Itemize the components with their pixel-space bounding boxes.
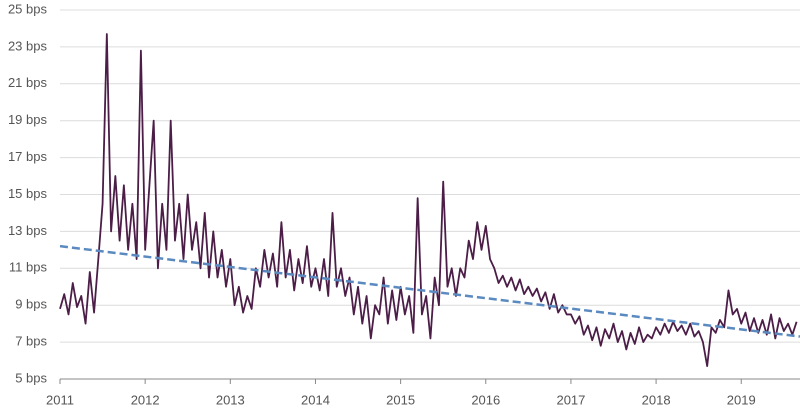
y-tick-label: 21 bps [8,75,48,90]
x-tick-label: 2019 [727,392,756,407]
y-tick-label: 15 bps [8,186,48,201]
y-tick-label: 9 bps [15,297,47,312]
y-tick-label: 17 bps [8,149,48,164]
y-tick-label: 13 bps [8,223,48,238]
x-tick-label: 2017 [556,392,585,407]
y-tick-label: 7 bps [15,334,47,349]
x-tick-label: 2015 [386,392,415,407]
x-tick-label: 2018 [642,392,671,407]
x-tick-label: 2013 [216,392,245,407]
y-tick-label: 11 bps [9,260,48,275]
y-tick-label: 5 bps [15,370,47,385]
x-tick-label: 2011 [46,392,74,407]
y-tick-label: 25 bps [8,1,48,16]
x-tick-label: 2014 [301,392,330,407]
data-line [59,33,798,367]
y-tick-label: 23 bps [8,38,48,53]
x-tick-label: 2016 [471,392,500,407]
y-tick-label: 19 bps [8,112,48,127]
trend-line [59,244,800,338]
x-tick-label: 2012 [131,392,160,407]
